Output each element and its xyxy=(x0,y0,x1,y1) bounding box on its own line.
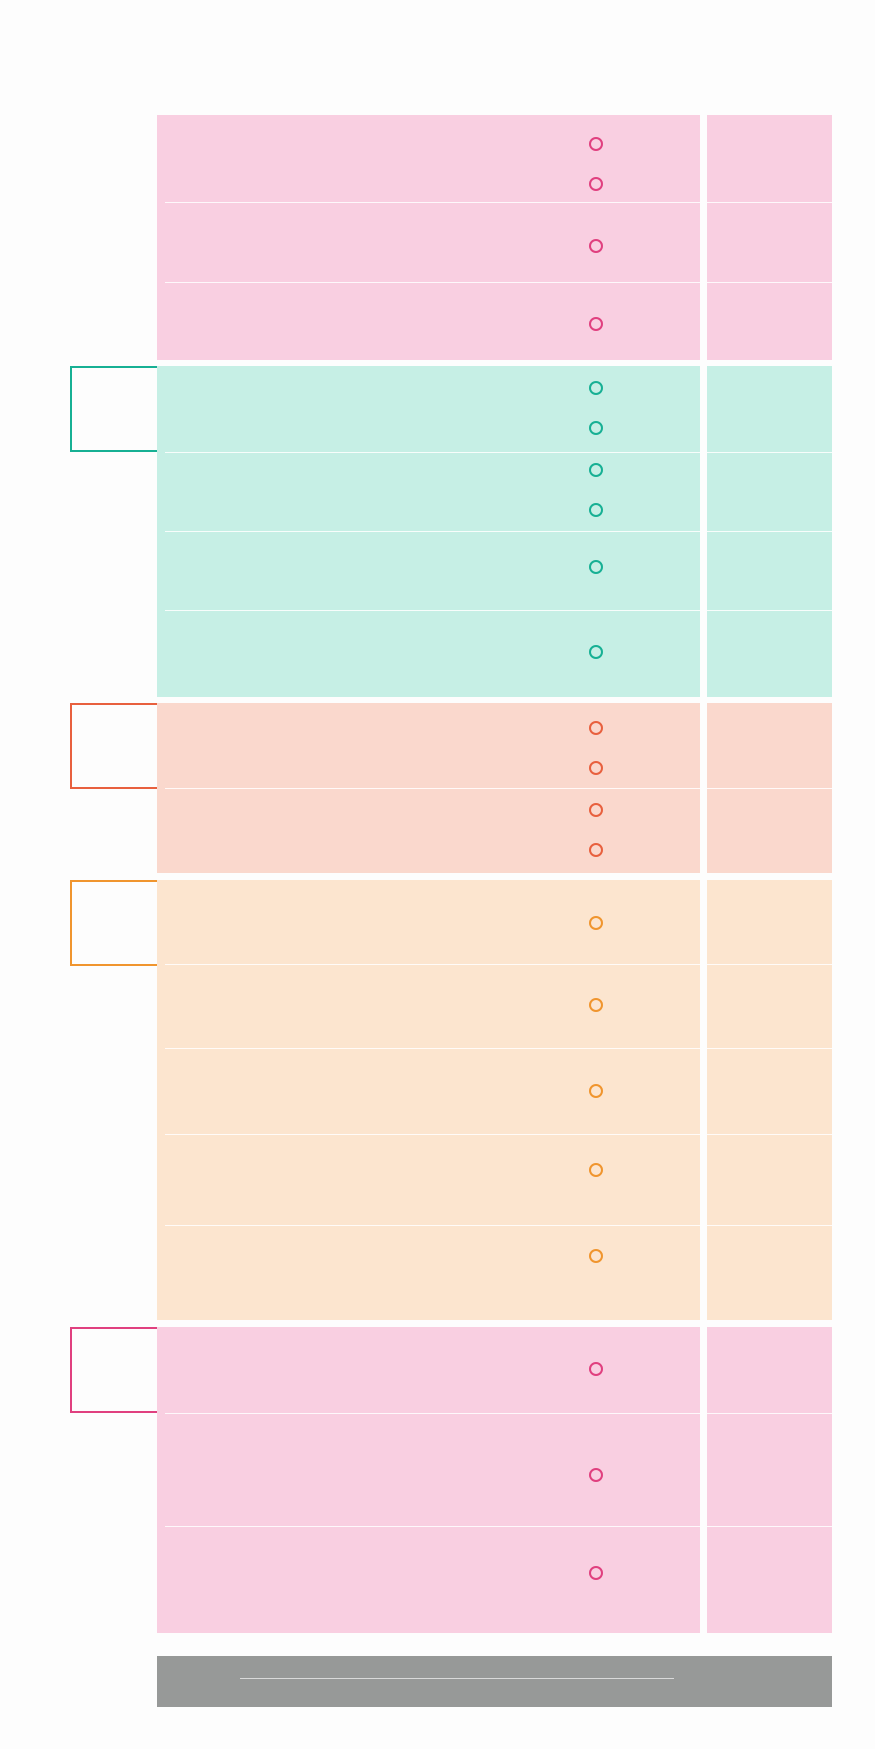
row-divider xyxy=(707,452,832,453)
section-side-column xyxy=(707,115,832,360)
checkbox-circle-icon[interactable] xyxy=(589,803,603,817)
checkbox-circle-icon[interactable] xyxy=(589,916,603,930)
row-divider xyxy=(707,202,832,203)
checkbox-circle-icon[interactable] xyxy=(589,1362,603,1376)
row-divider xyxy=(165,452,700,453)
row-divider xyxy=(165,1134,700,1135)
row-divider xyxy=(165,788,700,789)
row-divider xyxy=(707,1413,832,1414)
section-side-column xyxy=(707,1327,832,1633)
checkbox-circle-icon[interactable] xyxy=(589,463,603,477)
checkbox-circle-icon[interactable] xyxy=(589,843,603,857)
checkbox-circle-icon[interactable] xyxy=(589,1249,603,1263)
section-pink-top xyxy=(157,115,832,360)
checkbox-circle-icon[interactable] xyxy=(589,560,603,574)
row-divider xyxy=(165,1048,700,1049)
row-divider xyxy=(165,282,700,283)
checkbox-circle-icon[interactable] xyxy=(589,645,603,659)
section-main-column xyxy=(157,880,700,1320)
row-divider xyxy=(165,610,700,611)
row-divider xyxy=(707,964,832,965)
row-divider xyxy=(707,788,832,789)
section-tab-orange xyxy=(70,880,157,966)
checkbox-circle-icon[interactable] xyxy=(589,998,603,1012)
section-tab-coral xyxy=(70,703,157,789)
section-tab-teal xyxy=(70,366,157,452)
row-divider xyxy=(165,964,700,965)
row-divider xyxy=(165,1413,700,1414)
checkbox-circle-icon[interactable] xyxy=(589,503,603,517)
footer-bar xyxy=(157,1656,832,1707)
checkbox-circle-icon[interactable] xyxy=(589,721,603,735)
checkbox-circle-icon[interactable] xyxy=(589,1468,603,1482)
section-coral xyxy=(157,703,832,873)
checkbox-circle-icon[interactable] xyxy=(589,421,603,435)
section-side-column xyxy=(707,880,832,1320)
section-teal xyxy=(157,366,832,697)
row-divider xyxy=(165,1526,700,1527)
row-divider xyxy=(165,531,700,532)
checkbox-circle-icon[interactable] xyxy=(589,761,603,775)
checkbox-circle-icon[interactable] xyxy=(589,137,603,151)
checkbox-circle-icon[interactable] xyxy=(589,1163,603,1177)
row-divider xyxy=(165,202,700,203)
row-divider xyxy=(165,1225,700,1226)
section-pink-bottom xyxy=(157,1327,832,1633)
row-divider xyxy=(707,1526,832,1527)
checkbox-circle-icon[interactable] xyxy=(589,381,603,395)
section-main-column xyxy=(157,1327,700,1633)
row-divider xyxy=(707,610,832,611)
section-orange xyxy=(157,880,832,1320)
row-divider xyxy=(707,1048,832,1049)
checkbox-circle-icon[interactable] xyxy=(589,317,603,331)
row-divider xyxy=(707,531,832,532)
row-divider xyxy=(707,1134,832,1135)
row-divider xyxy=(707,1225,832,1226)
checkbox-circle-icon[interactable] xyxy=(589,177,603,191)
section-tab-pink xyxy=(70,1327,157,1413)
footer-line xyxy=(240,1678,674,1679)
checkbox-circle-icon[interactable] xyxy=(589,239,603,253)
checkbox-circle-icon[interactable] xyxy=(589,1084,603,1098)
checkbox-circle-icon[interactable] xyxy=(589,1566,603,1580)
section-main-column xyxy=(157,115,700,360)
row-divider xyxy=(707,282,832,283)
